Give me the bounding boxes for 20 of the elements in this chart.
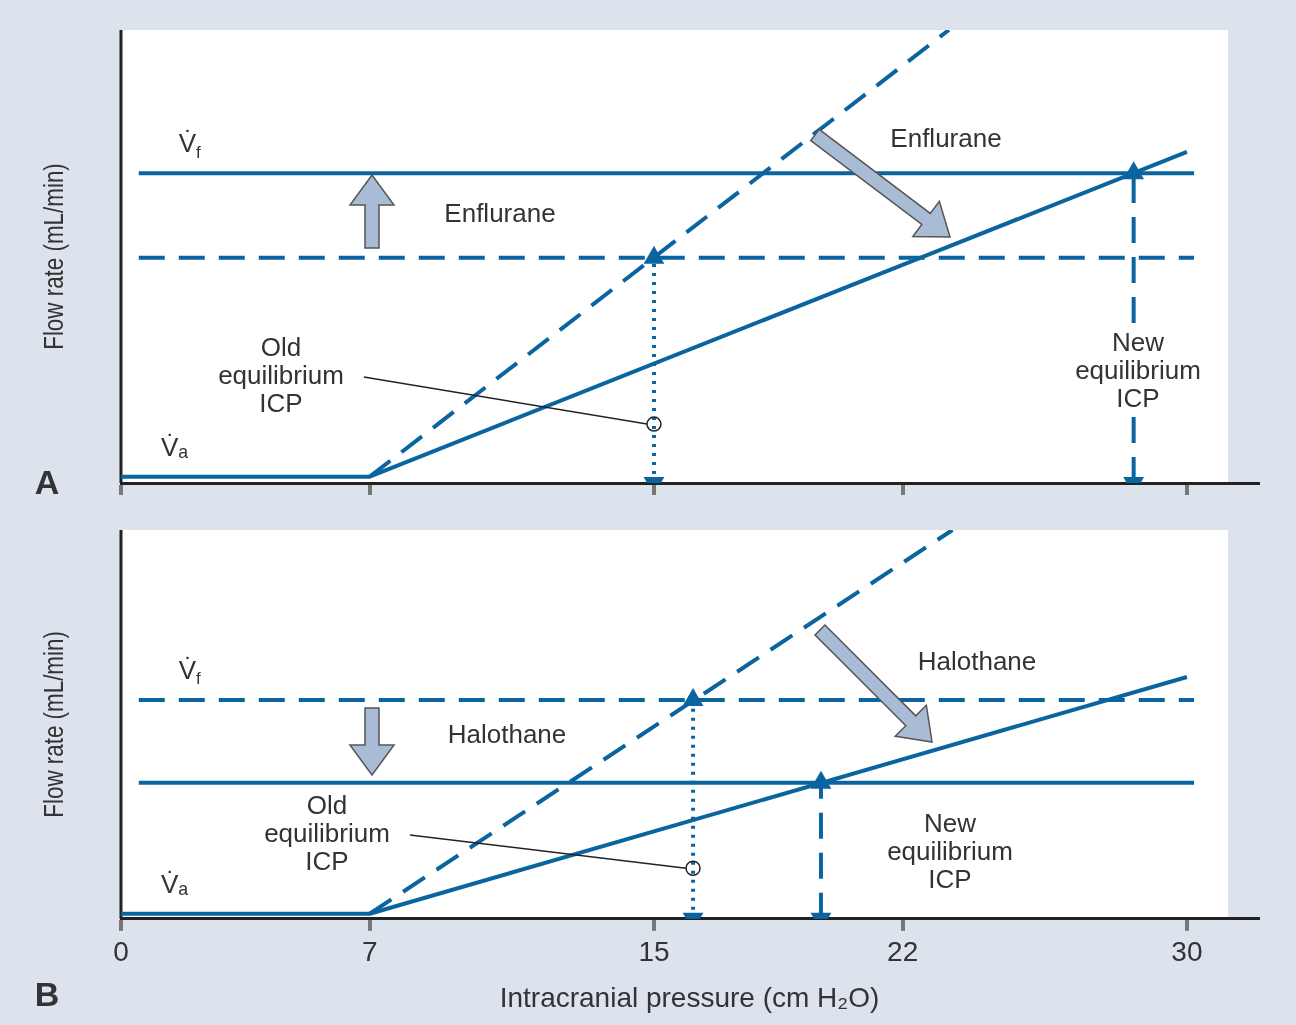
- annotation: Halothane: [917, 646, 1037, 677]
- x-tick-label: 7: [361, 936, 378, 968]
- annotation: Halothane: [447, 719, 567, 750]
- x-tick-label: 22: [887, 936, 919, 968]
- annotation: New equilibrium ICP: [1075, 327, 1201, 414]
- x-axis-title: Intracranial pressure (cm H₂O): [499, 981, 880, 1013]
- annotation: Old equilibrium ICP: [264, 790, 390, 877]
- text: B: [34, 975, 60, 1014]
- y-axis-title: Flow rate (mL/min): [37, 163, 69, 350]
- x-tick-label: 30: [1171, 936, 1203, 968]
- y-axis-title: Flow rate (mL/min): [37, 631, 69, 818]
- x-tick-label: 15: [638, 936, 670, 968]
- annotation: Enflurane: [890, 123, 1002, 154]
- x-tick-label: 0: [113, 936, 129, 968]
- annotation: Enflurane: [444, 198, 556, 229]
- annotation: New equilibrium ICP: [887, 808, 1013, 895]
- annotation: Old equilibrium ICP: [218, 332, 344, 419]
- text: A: [34, 463, 60, 502]
- series-label: V̇ₐ: [161, 868, 189, 899]
- series-label: V̇ₐ: [161, 431, 189, 462]
